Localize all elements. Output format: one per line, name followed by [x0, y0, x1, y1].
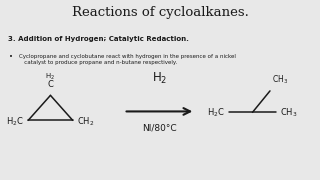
- Text: CH$_2$: CH$_2$: [77, 115, 95, 127]
- Text: Reactions of cycloalkanes.: Reactions of cycloalkanes.: [72, 6, 249, 19]
- Text: H$_2$C: H$_2$C: [207, 106, 225, 119]
- Text: H$_2$: H$_2$: [45, 72, 55, 82]
- Text: H$_2$C: H$_2$C: [6, 115, 23, 127]
- Text: CH$_3$: CH$_3$: [272, 74, 288, 86]
- Text: CH$_3$: CH$_3$: [280, 106, 298, 119]
- Text: Cyclopropane and cyclobutane react with hydrogen in the presence of a nickel
   : Cyclopropane and cyclobutane react with …: [19, 54, 236, 65]
- Text: NI/80°C: NI/80°C: [142, 124, 177, 133]
- Text: C: C: [47, 80, 53, 89]
- Text: H$_2$: H$_2$: [152, 71, 167, 86]
- Text: 3. Addition of Hydrogen; Catalytic Redaction.: 3. Addition of Hydrogen; Catalytic Redac…: [7, 36, 188, 42]
- Text: •: •: [9, 54, 13, 60]
